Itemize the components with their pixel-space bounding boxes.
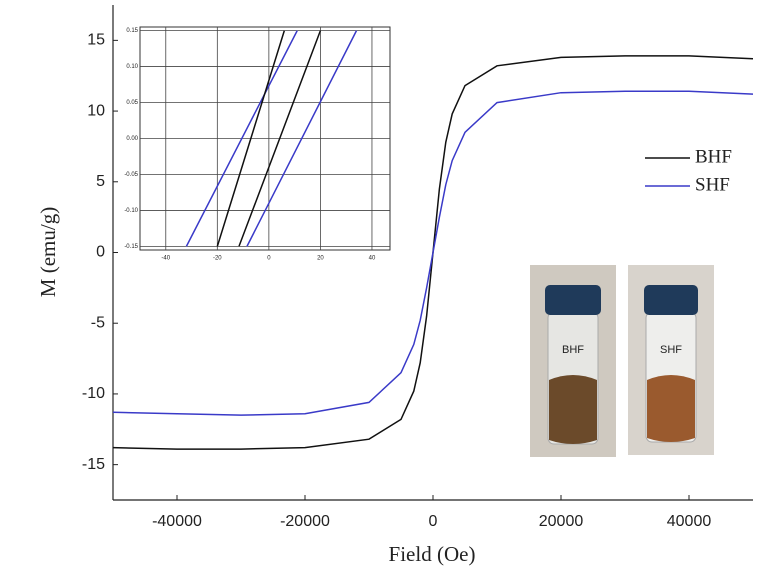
x-tick-label: -20 — [213, 256, 222, 262]
photo-label: SHF — [660, 344, 682, 356]
y-tick-label: -5 — [91, 314, 105, 331]
series-line — [185, 30, 358, 247]
y-tick-label: -10 — [82, 385, 105, 402]
x-tick-label: -20000 — [280, 513, 330, 530]
series-line — [113, 90, 753, 416]
photo-label: BHF — [562, 344, 584, 356]
y-tick-label: -0.10 — [124, 208, 138, 214]
x-tick-label: -40000 — [152, 513, 202, 530]
x-tick-label: 40 — [369, 256, 376, 262]
series-group — [113, 55, 753, 450]
x-tick-label: 20000 — [539, 513, 584, 530]
y-tick-label: -0.05 — [124, 172, 138, 178]
x-tick-label: 0 — [429, 513, 438, 530]
main-chart: -15 -10 -5 0 5 10 15 -40000 -20000 0 20000 40000 BHF… — [82, 5, 753, 530]
y-tick-label: 5 — [96, 173, 105, 190]
y-tick-label: 0.10 — [126, 64, 138, 70]
series-line — [216, 30, 322, 247]
y-tick-label: 10 — [87, 102, 105, 119]
x-tick-label: 20 — [317, 256, 324, 262]
x-tick-label: 0 — [267, 256, 271, 262]
y-axis-label: M (emu/g) — [36, 207, 60, 297]
y-tick-label: 0.00 — [126, 136, 138, 142]
y-tick-label: -0.15 — [124, 244, 138, 250]
series-group — [185, 30, 358, 247]
photo: BHF — [530, 265, 616, 457]
legend-label: SHF — [695, 174, 730, 195]
x-tick-label: 40000 — [667, 513, 712, 530]
y-tick-label: 0 — [96, 244, 105, 261]
y-tick-label: 15 — [87, 32, 105, 49]
y-tick-label: 0.05 — [126, 100, 138, 106]
inset-chart: 0.15 0.10 0.05 0.00 -0.05 -0.10 -0.15 -40 -20 0 20… — [124, 26, 391, 262]
x-tick-label: -40 — [161, 256, 170, 262]
x-axis-label: Field (Oe) — [389, 542, 476, 566]
y-tick-label: -15 — [82, 456, 105, 473]
y-tick-label: 0.15 — [126, 28, 138, 34]
legend-label: BHF — [695, 146, 732, 167]
photo: SHF — [628, 265, 714, 455]
